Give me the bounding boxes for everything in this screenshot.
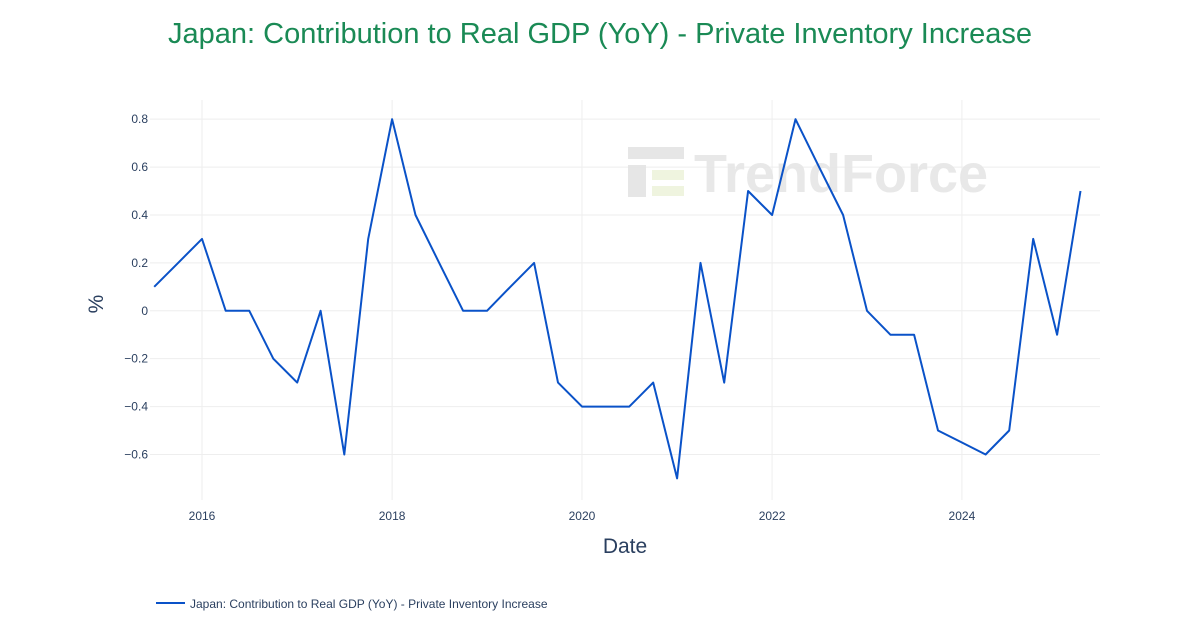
y-tick-label: 0.2: [131, 256, 148, 270]
watermark-text: TrendForce: [694, 144, 988, 204]
x-axis: 2016 2018 2020 2022 2024: [189, 509, 976, 523]
y-tick-label: −0.6: [124, 447, 148, 461]
x-tick-label: 2022: [759, 509, 786, 523]
y-tick-label: 0.8: [131, 112, 148, 126]
watermark-logo-bar-top: [628, 147, 684, 159]
chart-title: Japan: Contribution to Real GDP (YoY) - …: [168, 18, 1032, 50]
watermark-logo-bar-mid: [652, 170, 684, 180]
y-tick-label: 0.6: [131, 160, 148, 174]
x-tick-label: 2018: [379, 509, 406, 523]
y-tick-label: −0.2: [124, 352, 148, 366]
x-axis-title: Date: [603, 535, 647, 558]
grid-layer: [150, 100, 1100, 500]
watermark-logo-bar-stem: [628, 165, 646, 197]
y-axis-title: %: [85, 295, 108, 314]
legend[interactable]: Japan: Contribution to Real GDP (YoY) - …: [156, 597, 548, 611]
y-tick-label: 0: [141, 304, 148, 318]
y-axis: 0.8 0.6 0.4 0.2 0 −0.2 −0.4 −0.6: [124, 112, 148, 461]
x-tick-label: 2024: [949, 509, 976, 523]
watermark-logo-bar-bottom: [652, 186, 684, 196]
legend-item-label: Japan: Contribution to Real GDP (YoY) - …: [190, 597, 548, 611]
y-tick-label: 0.4: [131, 208, 148, 222]
x-tick-label: 2016: [189, 509, 216, 523]
series-line: [153, 118, 1082, 480]
x-tick-label: 2020: [569, 509, 596, 523]
watermark-logo: TrendForce: [628, 144, 988, 204]
y-tick-label: −0.4: [124, 400, 148, 414]
